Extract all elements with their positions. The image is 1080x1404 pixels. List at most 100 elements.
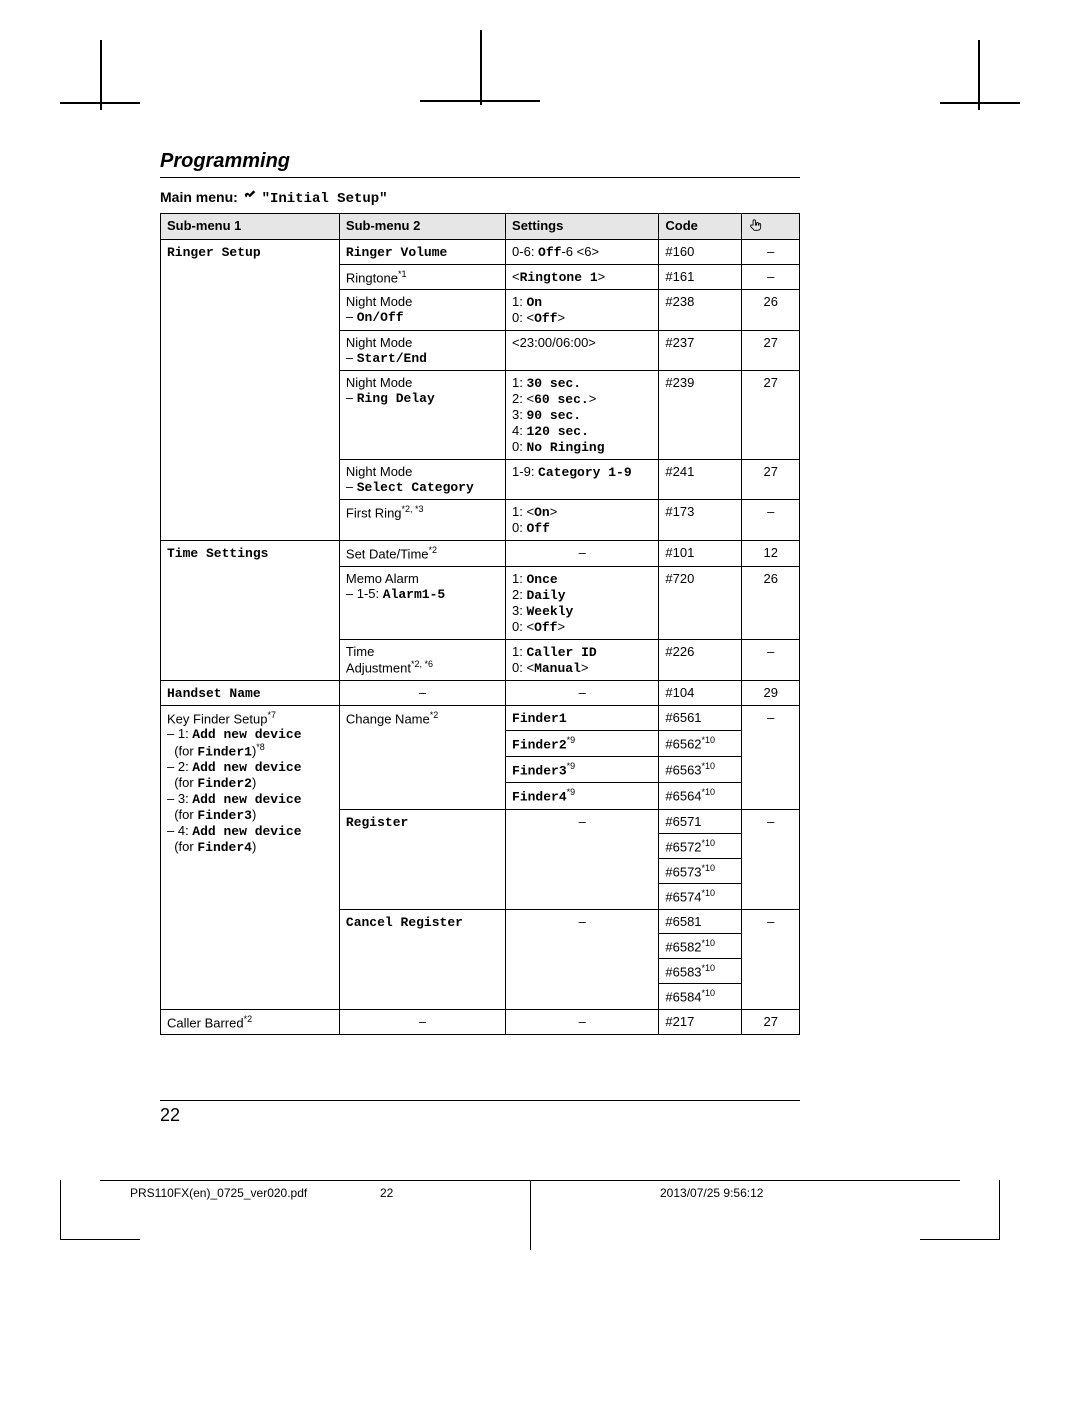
cell-ref: 26 [742,290,800,331]
cell-code: #6572*10 [659,833,742,858]
cell-ref: 27 [742,371,800,460]
col-ref [742,214,800,240]
cell-code: #6571 [659,809,742,833]
col-submenu2: Sub-menu 2 [339,214,505,240]
cell-code: #238 [659,290,742,331]
cell-code: #6581 [659,909,742,933]
cell-submenu2: – [339,1009,505,1034]
cell-submenu2: Memo Alarm– 1-5: Alarm1-5 [339,566,505,639]
cell-ref: – [742,705,800,809]
hand-icon [748,220,764,235]
cell-settings: 0-6: Off-6 <6> [506,240,659,265]
cell-submenu2: Cancel Register [339,909,505,1009]
main-menu-label: "Initial Setup" [262,191,388,207]
cell-code: #6582*10 [659,933,742,958]
cell-ref: – [742,809,800,909]
cell-code: #6584*10 [659,984,742,1009]
cell-code: #6561 [659,705,742,730]
footer-file: PRS110FX(en)_0725_ver020.pdf [130,1186,307,1200]
cell-settings: 1: On0: <Off> [506,290,659,331]
cell-submenu2: Ringtone*1 [339,265,505,290]
cell-code: #6564*10 [659,783,742,809]
cell-code: #173 [659,500,742,541]
cell-ref: 12 [742,541,800,566]
cell-submenu1: Time Settings [161,541,340,680]
cell-settings: – [506,1009,659,1034]
page-number: 22 [160,1100,800,1126]
cell-settings: Finder1 [506,705,659,730]
main-menu-line: Main menu: "Initial Setup" [160,188,800,207]
cell-ref: 27 [742,331,800,371]
cell-code: #217 [659,1009,742,1034]
cell-code: #160 [659,240,742,265]
cell-submenu2: Set Date/Time*2 [339,541,505,566]
cell-ref: – [742,240,800,265]
cell-settings: – [506,680,659,705]
cell-submenu2: Night Mode– Select Category [339,460,505,500]
cell-code: #720 [659,566,742,639]
col-submenu1: Sub-menu 1 [161,214,340,240]
section-title: Programming [160,150,800,173]
print-footer: PRS110FX(en)_0725_ver020.pdf 22 2013/07/… [100,1180,960,1250]
cell-ref: – [742,500,800,541]
cell-settings: 1: <On>0: Off [506,500,659,541]
cell-ref: – [742,909,800,1009]
cell-code: #239 [659,371,742,460]
table-row: Key Finder Setup*7– 1: Add new device (f… [161,705,800,730]
cell-settings: – [506,809,659,909]
main-menu-prefix: Main menu: [160,189,238,205]
cell-settings: 1: Once2: Daily3: Weekly0: <Off> [506,566,659,639]
table-row: Handset Name––#10429 [161,680,800,705]
cell-settings: <23:00/06:00> [506,331,659,371]
cell-ref: – [742,639,800,680]
table-row: Time SettingsSet Date/Time*2–#10112 [161,541,800,566]
wrench-icon [242,189,262,205]
cell-submenu2: TimeAdjustment*2, *6 [339,639,505,680]
cell-submenu2: Night Mode– Ring Delay [339,371,505,460]
cell-code: #226 [659,639,742,680]
cell-settings: <Ringtone 1> [506,265,659,290]
cell-submenu1: Key Finder Setup*7– 1: Add new device (f… [161,705,340,1009]
settings-table: Sub-menu 1 Sub-menu 2 Settings Code Ring… [160,213,800,1035]
cell-settings: 1-9: Category 1-9 [506,460,659,500]
cell-settings: 1: 30 sec.2: <60 sec.>3: 90 sec.4: 120 s… [506,371,659,460]
cell-code: #6573*10 [659,858,742,883]
cell-settings: Finder4*9 [506,783,659,809]
cell-ref: – [742,265,800,290]
cell-code: #104 [659,680,742,705]
cell-submenu2: First Ring*2, *3 [339,500,505,541]
cell-submenu2: – [339,680,505,705]
cell-code: #6563*10 [659,756,742,782]
cell-settings: – [506,541,659,566]
cell-settings: 1: Caller ID0: <Manual> [506,639,659,680]
table-row: Caller Barred*2––#21727 [161,1009,800,1034]
cell-submenu2: Change Name*2 [339,705,505,809]
footer-page: 22 [380,1186,393,1200]
cell-code: #237 [659,331,742,371]
cell-code: #6583*10 [659,958,742,983]
cell-ref: 27 [742,1009,800,1034]
cell-submenu2: Register [339,809,505,909]
cell-code: #161 [659,265,742,290]
cell-code: #6562*10 [659,730,742,756]
footer-date: 2013/07/25 9:56:12 [660,1186,763,1200]
cell-code: #241 [659,460,742,500]
cell-settings: Finder3*9 [506,756,659,782]
title-divider [160,177,800,178]
cell-submenu2: Night Mode– On/Off [339,290,505,331]
cell-submenu2: Night Mode– Start/End [339,331,505,371]
cell-submenu1: Ringer Setup [161,240,340,541]
cell-submenu2: Ringer Volume [339,240,505,265]
cell-ref: 27 [742,460,800,500]
cell-submenu1: Caller Barred*2 [161,1009,340,1034]
table-row: Ringer SetupRinger Volume0-6: Off-6 <6>#… [161,240,800,265]
cell-settings: – [506,909,659,1009]
cell-submenu1: Handset Name [161,680,340,705]
col-code: Code [659,214,742,240]
table-header-row: Sub-menu 1 Sub-menu 2 Settings Code [161,214,800,240]
cell-ref: 29 [742,680,800,705]
col-settings: Settings [506,214,659,240]
cell-ref: 26 [742,566,800,639]
cell-code: #6574*10 [659,884,742,909]
cell-code: #101 [659,541,742,566]
